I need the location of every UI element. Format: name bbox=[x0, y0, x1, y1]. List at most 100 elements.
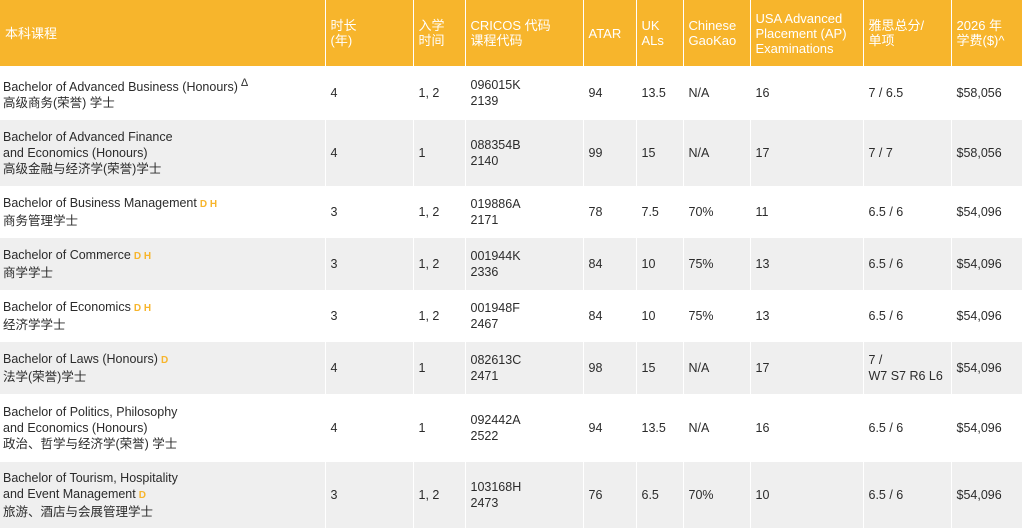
course-code: 2139 bbox=[470, 94, 499, 108]
gaokao-cell: N/A bbox=[683, 394, 751, 462]
duration-cell: 3 bbox=[325, 186, 414, 238]
header-fee: 2026 年学费($)^ bbox=[951, 0, 1022, 66]
course-name: Bachelor of Advanced Business (Honours) bbox=[3, 80, 238, 95]
header-cricos-line: 课程代码 bbox=[470, 33, 523, 48]
table-row: Bachelor of Laws (Honours) D 法学(荣誉)学士 4 1 082… bbox=[0, 342, 1022, 394]
ukals-cell: 10 bbox=[636, 290, 684, 342]
header-intake: 入学 时间 bbox=[413, 0, 466, 66]
duration-cell: 3 bbox=[325, 290, 414, 342]
ielts-score: 7 / 7 bbox=[868, 146, 893, 160]
gaokao-cell: 70% bbox=[683, 186, 751, 238]
cricos-cell: 019886A 2171 bbox=[465, 186, 584, 238]
header-ap-line: Placement (AP) bbox=[755, 25, 847, 41]
course-cell: Bachelor of Advanced Business (Honours) Δ… bbox=[0, 66, 326, 120]
header-duration-line: 时长 bbox=[330, 18, 357, 33]
duration-cell: 4 bbox=[325, 120, 414, 186]
table-row: Bachelor of Economics D H 经济学学士 3 1, 2 001948… bbox=[0, 290, 1022, 342]
ielts-cell: 7 / 7 bbox=[863, 120, 952, 186]
course-name: Bachelor of Laws (Honours) bbox=[3, 352, 158, 366]
course-code: 2467 bbox=[470, 317, 499, 331]
course-chinese-name: 商务管理学士 bbox=[3, 214, 79, 228]
header-ap-line: Examinations bbox=[755, 40, 834, 56]
ielts-cell: 6.5 / 6 bbox=[863, 462, 952, 528]
fee-cell: $54,096 bbox=[951, 462, 1022, 528]
cricos-cell: 103168H 2473 bbox=[465, 462, 584, 528]
header-row: 本科课程 时长 (年) 入学 时间 CRICOS 代码 课程代码 ATAR UK ALs Chine… bbox=[0, 0, 1022, 66]
cricos-code: 019886A bbox=[470, 197, 521, 211]
intake-cell: 1, 2 bbox=[413, 290, 466, 342]
course-cell: Bachelor of Business Management D H 商务管理学士 bbox=[0, 186, 326, 238]
cricos-code: 103168H bbox=[470, 480, 522, 494]
ukals-cell: 6.5 bbox=[636, 462, 684, 528]
course-chinese-name: 商学学士 bbox=[3, 266, 54, 280]
header-ukals-line: UK bbox=[641, 18, 660, 33]
atar-cell: 94 bbox=[583, 394, 637, 462]
ap-cell: 16 bbox=[750, 66, 864, 120]
course-code: 2336 bbox=[470, 265, 499, 279]
atar-cell: 78 bbox=[583, 186, 637, 238]
ap-cell: 17 bbox=[750, 342, 864, 394]
course-chinese-name: 政治、哲学与经济学(荣誉) 学士 bbox=[3, 437, 178, 451]
atar-cell: 98 bbox=[583, 342, 637, 394]
gaokao-cell: 70% bbox=[683, 462, 751, 528]
cricos-code: 082613C bbox=[470, 353, 522, 367]
header-cricos-line: CRICOS 代码 bbox=[470, 18, 551, 33]
ukals-cell: 7.5 bbox=[636, 186, 684, 238]
header-ap-line: USA Advanced bbox=[755, 10, 843, 26]
gaokao-cell: N/A bbox=[683, 66, 751, 120]
ielts-cell: 6.5 / 6 bbox=[863, 290, 952, 342]
ielts-cell: 6.5 / 6 bbox=[863, 238, 952, 290]
cricos-code: 092442A bbox=[470, 413, 521, 427]
ukals-cell: 15 bbox=[636, 342, 684, 394]
ap-cell: 13 bbox=[750, 290, 864, 342]
course-code: 2140 bbox=[470, 154, 499, 168]
fee-cell: $54,096 bbox=[951, 290, 1022, 342]
fee-cell: $54,096 bbox=[951, 342, 1022, 394]
intake-cell: 1, 2 bbox=[413, 462, 466, 528]
course-name: and Economics (Honours) bbox=[3, 421, 148, 435]
course-code: 2471 bbox=[470, 369, 499, 383]
course-chinese-name: 经济学学士 bbox=[3, 318, 66, 332]
atar-cell: 84 bbox=[583, 290, 637, 342]
header-gaokao: Chinese GaoKao bbox=[683, 0, 751, 66]
header-ielts-line: 单项 bbox=[868, 33, 895, 48]
course-note-mark: D H bbox=[133, 303, 152, 314]
header-duration-line: (年) bbox=[330, 33, 353, 48]
ap-cell: 10 bbox=[750, 462, 864, 528]
cricos-code: 088354B bbox=[470, 138, 521, 152]
ukals-cell: 15 bbox=[636, 120, 684, 186]
course-name: Bachelor of Tourism, Hospitality bbox=[3, 471, 178, 485]
ielts-score: 7 / bbox=[868, 353, 883, 367]
header-ielts-line: 雅思总分/ bbox=[868, 18, 925, 33]
gaokao-cell: N/A bbox=[683, 120, 751, 186]
course-chinese-name: 高级商务(荣誉) 学士 bbox=[3, 96, 115, 111]
header-course-line: 本科课程 bbox=[5, 25, 58, 41]
course-cell: Bachelor of Economics D H 经济学学士 bbox=[0, 290, 326, 342]
ap-cell: 13 bbox=[750, 238, 864, 290]
course-cell: Bachelor of Politics, Philosophy and Econ… bbox=[0, 394, 326, 462]
course-name: Bachelor of Politics, Philosophy bbox=[3, 405, 178, 419]
ielts-cell: 7 / W7 S7 R6 L6 bbox=[863, 342, 952, 394]
course-note-mark: D H bbox=[133, 251, 152, 262]
intake-cell: 1, 2 bbox=[413, 66, 466, 120]
cricos-cell: 092442A 2522 bbox=[465, 394, 584, 462]
course-name: and Economics (Honours) bbox=[3, 146, 148, 160]
course-chinese-name: 旅游、酒店与会展管理学士 bbox=[3, 505, 154, 519]
table-row: Bachelor of Advanced Finance and Economic… bbox=[0, 120, 1022, 186]
intake-cell: 1 bbox=[413, 342, 466, 394]
ukals-cell: 10 bbox=[636, 238, 684, 290]
duration-cell: 4 bbox=[325, 342, 414, 394]
header-duration: 时长 (年) bbox=[325, 0, 414, 66]
course-cell: Bachelor of Tourism, Hospitality and Even… bbox=[0, 462, 326, 528]
header-cricos: CRICOS 代码 课程代码 bbox=[465, 0, 584, 66]
cricos-code: 001948F bbox=[470, 301, 520, 315]
header-intake-line: 时间 bbox=[418, 33, 445, 48]
course-name: Bachelor of Economics bbox=[3, 300, 131, 314]
ielts-cell: 7 / 6.5 bbox=[863, 66, 952, 120]
fee-cell: $54,096 bbox=[951, 394, 1022, 462]
header-atar-line: ATAR bbox=[588, 25, 622, 41]
fee-cell: $58,056 bbox=[951, 120, 1022, 186]
table-row: Bachelor of Politics, Philosophy and Econ… bbox=[0, 394, 1022, 462]
course-code: 2473 bbox=[470, 496, 499, 510]
